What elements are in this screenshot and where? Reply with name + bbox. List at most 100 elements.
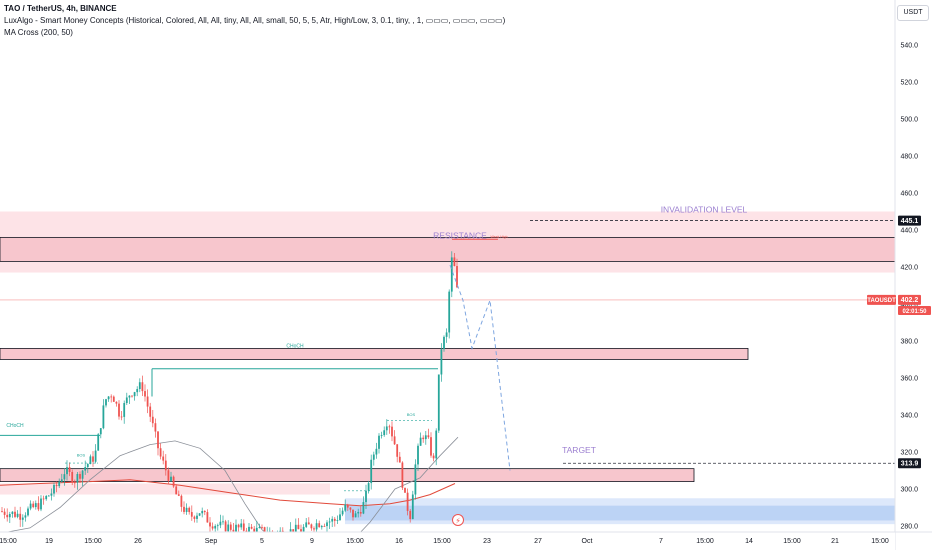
candle-body xyxy=(58,481,61,487)
candle-body xyxy=(227,524,230,532)
candle-body xyxy=(3,511,6,515)
candle-body xyxy=(136,389,139,393)
y-tick-label: 340.0 xyxy=(900,413,918,420)
candle-body xyxy=(261,527,263,528)
candle-body xyxy=(222,521,224,523)
candle-body xyxy=(344,504,347,511)
candle-body xyxy=(391,426,393,437)
x-tick-label: Sep xyxy=(205,538,218,545)
candle-body xyxy=(206,512,209,523)
candle-body xyxy=(110,396,113,398)
candle-body xyxy=(107,396,110,400)
candle-body xyxy=(424,435,427,440)
candle-body xyxy=(149,406,152,417)
x-tick-label: 23 xyxy=(483,538,491,545)
weak-high-label: Weak High xyxy=(490,235,507,239)
candle-body xyxy=(133,392,136,397)
candle-body xyxy=(55,484,58,487)
candle-body xyxy=(37,503,40,510)
candle-body xyxy=(248,526,250,534)
candle-body xyxy=(162,456,165,461)
candle-body xyxy=(164,460,167,471)
candle-body xyxy=(97,434,100,451)
candle-body xyxy=(313,528,315,530)
candle-body xyxy=(294,524,297,535)
ma50-line xyxy=(0,436,459,550)
candle-body xyxy=(302,526,305,532)
candle-body xyxy=(27,508,29,516)
candle-body xyxy=(372,454,375,460)
candle-body xyxy=(211,526,214,529)
candle-body xyxy=(352,509,354,518)
x-tick-label: 19 xyxy=(45,538,53,545)
candle-body xyxy=(214,525,217,529)
x-tick-label: 15:00 xyxy=(84,538,102,545)
candle-body xyxy=(430,437,432,456)
moving-averages-layer xyxy=(0,436,459,550)
event-marker-circle xyxy=(452,514,464,526)
x-tick-label: 5 xyxy=(260,538,264,545)
candle-body xyxy=(435,430,438,459)
x-tick-label: 15:00 xyxy=(0,538,17,545)
candle-body xyxy=(216,525,219,527)
candle-body xyxy=(333,518,336,521)
x-tick-label: 7 xyxy=(659,538,663,545)
target-price-tag-bg xyxy=(898,458,921,469)
candle-body xyxy=(258,527,261,528)
candle-body xyxy=(47,495,50,497)
candle-body xyxy=(396,444,399,457)
candle-body xyxy=(19,513,22,520)
candle-body xyxy=(328,521,331,523)
candle-body xyxy=(417,445,419,465)
candle-body xyxy=(151,416,154,424)
candle-body xyxy=(157,431,159,449)
y-tick-label: 280.0 xyxy=(900,524,918,531)
y-tick-label: 320.0 xyxy=(900,450,918,457)
candle-body xyxy=(255,527,258,535)
candle-body xyxy=(404,487,406,493)
candle-body xyxy=(401,462,404,488)
symbol-title[interactable]: TAO / TetherUS, 4h, BINANCE xyxy=(4,4,117,13)
candle-body xyxy=(383,430,386,436)
candle-body xyxy=(50,493,53,496)
candle-body xyxy=(175,486,178,495)
x-tick-label: Oct xyxy=(582,538,593,545)
candle-body xyxy=(300,529,302,532)
candle-body xyxy=(339,514,341,521)
candle-body xyxy=(419,437,422,446)
candle-body xyxy=(323,526,326,527)
indicator-ma-cross[interactable]: MA Cross (200, 50) xyxy=(4,28,73,37)
candle-body xyxy=(297,524,300,530)
candle-body xyxy=(193,516,196,519)
x-tick-label: 15:00 xyxy=(433,538,451,545)
current-price-tag: 402.2 xyxy=(901,297,919,304)
candle-body xyxy=(370,459,373,484)
candle-body xyxy=(357,512,360,514)
candle-body xyxy=(89,456,92,465)
support-zone xyxy=(0,468,695,482)
target-label: TARGET xyxy=(562,445,596,455)
candle-body xyxy=(177,494,180,496)
candle-body xyxy=(14,511,16,517)
candle-body xyxy=(354,513,357,518)
currency-button[interactable]: USDT xyxy=(897,5,929,21)
candle-body xyxy=(196,515,198,519)
candle-body xyxy=(240,523,243,528)
candle-body xyxy=(393,436,396,445)
candle-body xyxy=(378,435,380,449)
y-tick-label: 420.0 xyxy=(900,265,918,272)
candle-body xyxy=(60,479,63,482)
candle-body xyxy=(346,504,349,508)
resistance-zone xyxy=(0,236,896,262)
candle-body xyxy=(388,426,391,428)
candle-body xyxy=(112,396,115,402)
candle-body xyxy=(120,416,123,418)
candle-body xyxy=(432,455,435,459)
x-tick-label: 21 xyxy=(831,538,839,545)
candle-body xyxy=(105,399,107,406)
x-tick-label: 16 xyxy=(395,538,403,545)
x-axis-panel xyxy=(0,532,895,550)
indicator-smc[interactable]: LuxAlgo - Smart Money Concepts (Historic… xyxy=(4,16,506,25)
